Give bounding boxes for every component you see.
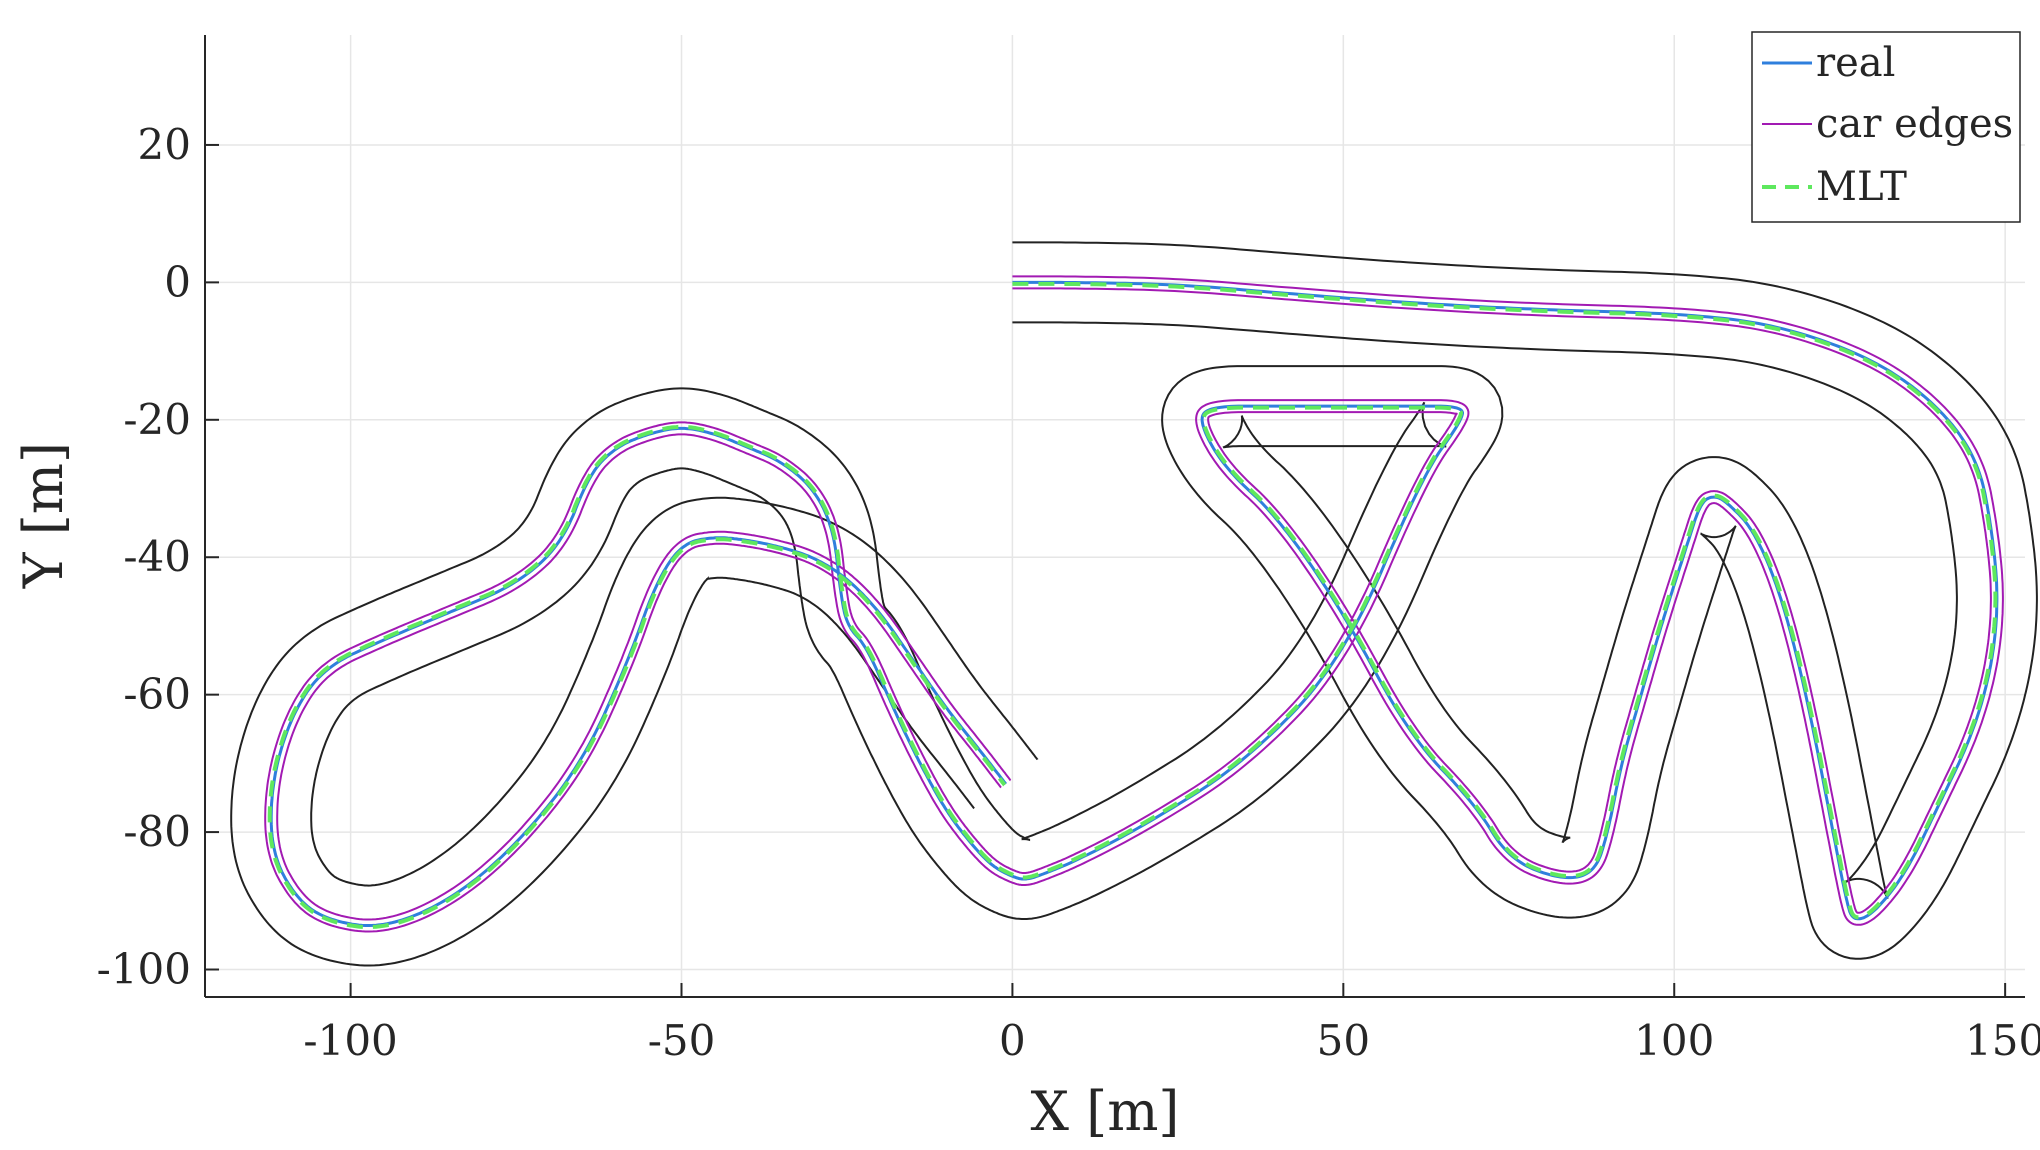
car-edge-outer-line	[264, 287, 1992, 933]
legend: real car edges MLT	[1751, 31, 2021, 223]
x-tick-label: 150	[1965, 1016, 2040, 1065]
y-tick-label: -40	[123, 532, 191, 581]
y-tick-label: -80	[123, 807, 191, 856]
track-boundary-right	[310, 241, 2038, 960]
car-edge-inner-line	[276, 275, 2004, 926]
axes	[204, 35, 2025, 998]
track-boundaries	[230, 241, 2038, 967]
x-ticks: -100 -50 0 50 100 150	[303, 983, 2040, 1065]
legend-label-mlt: MLT	[1816, 164, 1907, 210]
x-axis-label: X [m]	[1031, 1080, 1180, 1143]
y-tick-label: -20	[123, 395, 191, 444]
y-tick-label: -60	[123, 670, 191, 719]
y-tick-label: 20	[138, 120, 191, 169]
y-tick-label: 0	[164, 257, 191, 306]
track-boundary-left	[230, 321, 1958, 967]
x-tick-label: 50	[1317, 1016, 1370, 1065]
y-tick-label: -100	[97, 945, 191, 994]
mlt-line	[267, 281, 1998, 929]
x-tick-label: -50	[648, 1016, 716, 1065]
x-tick-label: -100	[303, 1016, 397, 1065]
legend-label-car-edges: car edges	[1816, 101, 2013, 147]
x-tick-label: 0	[999, 1016, 1026, 1065]
x-tick-label: 100	[1634, 1016, 1714, 1065]
racing-lines	[264, 275, 2004, 933]
legend-label-real: real	[1816, 40, 1895, 86]
y-ticks: 20 0 -20 -40 -60 -80 -100	[97, 120, 219, 994]
y-axis-label: Y [m]	[12, 442, 75, 589]
